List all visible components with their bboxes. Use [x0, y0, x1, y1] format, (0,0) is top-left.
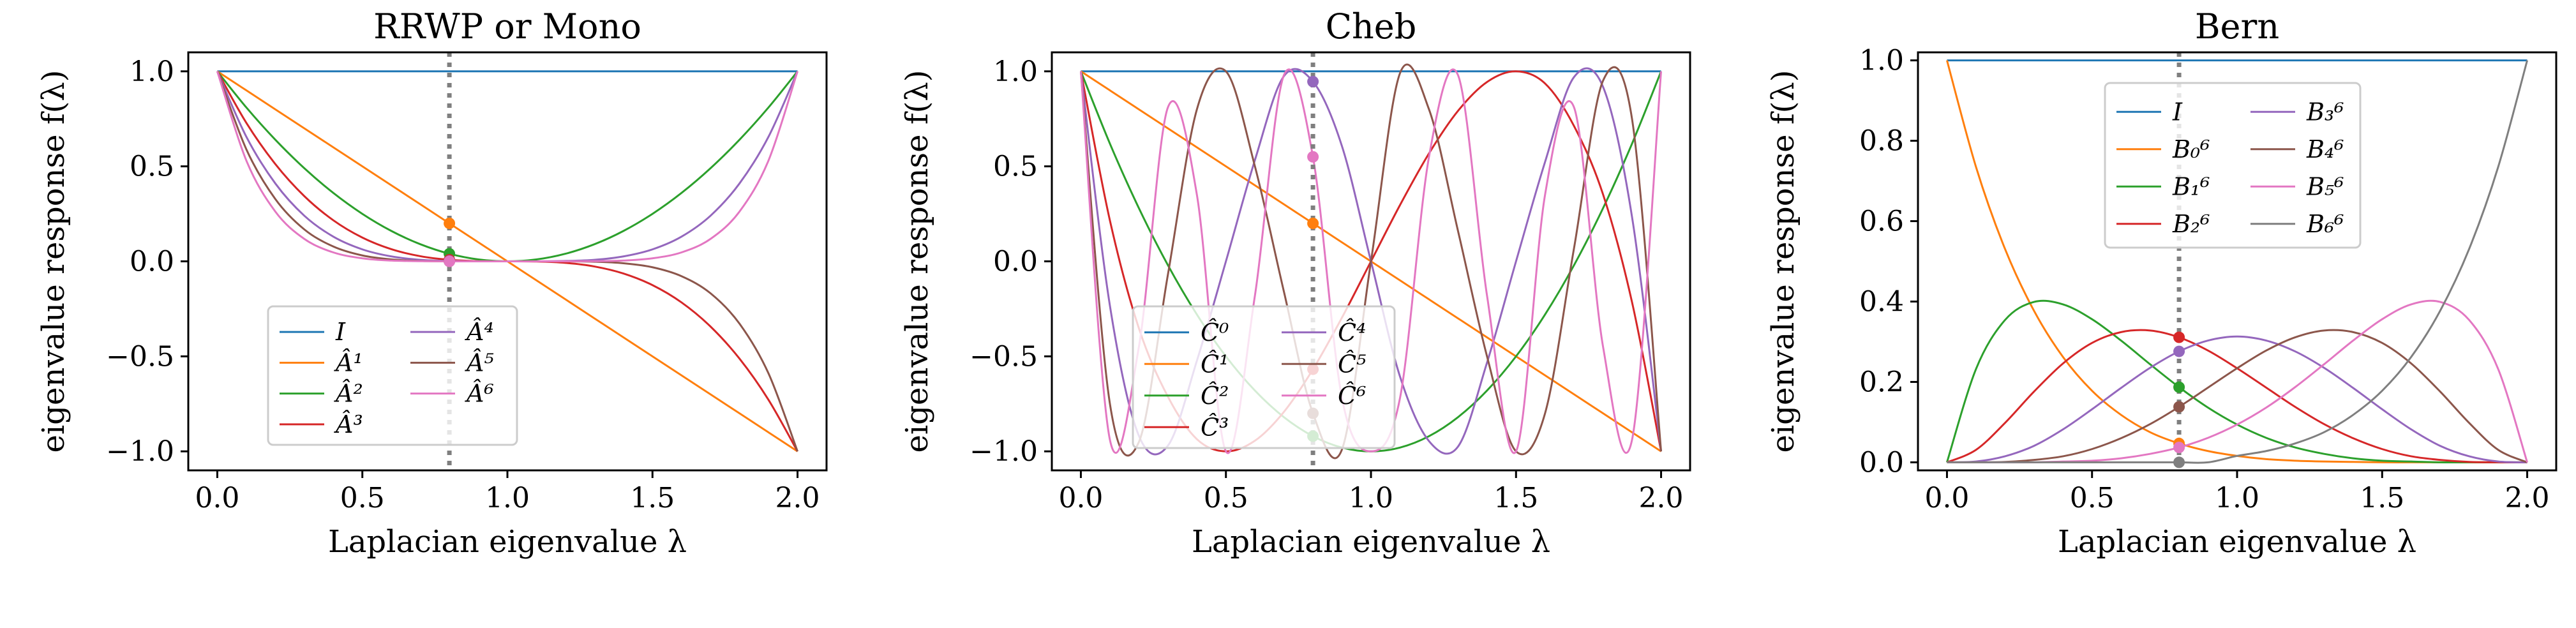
series-line-5 [1947, 335, 2527, 463]
legend-label: B₃⁶ [2306, 98, 2344, 126]
x-tick-label: 2.0 [775, 482, 820, 514]
series-line-6 [1947, 329, 2528, 463]
legend-label: B₂⁶ [2172, 210, 2210, 238]
legend-label: Â⁶ [465, 380, 494, 408]
y-axis-label: eigenvalue response f(λ) [36, 70, 71, 453]
y-tick-label: 1.0 [993, 56, 1038, 88]
x-tick-label: 0.0 [195, 482, 239, 514]
x-axis-label: Laplacian eigenvalue λ [1192, 524, 1550, 560]
plot-area [216, 52, 798, 470]
marker-point-2 [444, 217, 456, 229]
series-line-6 [1079, 63, 1663, 460]
series-line-4 [1946, 329, 2527, 463]
x-tick-label: 0.0 [1058, 482, 1103, 514]
x-tick-label: 1.0 [2215, 482, 2259, 514]
y-tick-label: −0.5 [970, 340, 1038, 373]
legend-label: Â⁵ [465, 348, 494, 377]
legend: I B₀⁶ B₁⁶ B₂⁶ B₃⁶ B₄⁶ B₅⁶ B₆⁶ [2104, 82, 2362, 249]
series-line-7 [216, 71, 798, 263]
series-line-3 [216, 70, 798, 262]
legend-label: Â¹ [334, 348, 363, 377]
legend-label: B₆⁶ [2306, 210, 2344, 238]
y-tick-label: 0.0 [130, 246, 174, 278]
legend-label: Â² [334, 380, 363, 408]
legend-label: I [2172, 98, 2183, 126]
legend-label: B₀⁶ [2172, 135, 2210, 163]
marker-point-7 [2173, 442, 2185, 454]
marker-point-3 [2173, 381, 2185, 393]
x-axis-label: Laplacian eigenvalue λ [328, 524, 687, 560]
x-tick-label: 2.0 [2505, 482, 2550, 514]
x-tick-label: 0.5 [1204, 482, 1248, 514]
legend-label: Ĉ⁴ [1338, 318, 1366, 347]
marker-point-8 [2173, 456, 2185, 468]
x-tick-label: 1.0 [485, 482, 530, 514]
marker-point-2 [1307, 217, 1319, 229]
x-tick-label: 1.0 [1349, 482, 1393, 514]
y-axis-label: eigenvalue response f(λ) [1765, 70, 1801, 453]
legend-label: Ĉ² [1201, 382, 1229, 410]
chart-panel-3: Bern I B₀⁶ B₁⁶ B₂⁶ B₃⁶ B₄⁶ B₅⁶ B₆⁶ 0.0 0.5 1.0 1.5 2.… [1765, 6, 2557, 560]
y-tick-label: 0.2 [1859, 366, 1904, 398]
y-tick-label: 0.5 [130, 151, 174, 183]
panel-title: Cheb [1326, 6, 1417, 47]
marker-point-6 [2173, 401, 2185, 413]
x-tick-label: 1.5 [630, 482, 675, 514]
marker-point-5 [1307, 75, 1319, 87]
x-tick-label: 2.0 [1639, 482, 1684, 514]
y-tick-label: −0.5 [106, 340, 174, 373]
x-tick-label: 0.0 [1924, 482, 1969, 514]
legend-label: Ĉ⁵ [1338, 350, 1366, 378]
y-tick-label: 0.8 [1859, 125, 1904, 158]
legend-label: I [335, 318, 346, 346]
y-axis-label: eigenvalue response f(λ) [899, 70, 935, 453]
legend-label: Ĉ⁶ [1338, 382, 1366, 410]
legend-label: B₅⁶ [2306, 172, 2344, 200]
y-tick-label: −1.0 [970, 435, 1038, 468]
legend-label: Â⁴ [465, 318, 494, 346]
legend-label: B₁⁶ [2172, 172, 2210, 200]
series-line-7 [1947, 299, 2528, 463]
x-tick-label: 1.5 [2360, 482, 2404, 514]
series-line-5 [216, 71, 798, 263]
x-axis-label: Laplacian eigenvalue λ [2058, 524, 2416, 560]
y-tick-label: 1.0 [130, 56, 174, 88]
legend-label: Ĉ⁰ [1201, 318, 1229, 347]
y-tick-label: 0.6 [1859, 206, 1904, 238]
panel-title: Bern [2195, 6, 2279, 47]
marker-point-4 [2173, 331, 2185, 343]
y-tick-label: 0.0 [993, 246, 1038, 278]
legend-label: Â³ [334, 410, 363, 438]
x-tick-label: 0.5 [2070, 482, 2115, 514]
y-tick-label: 0.0 [1859, 446, 1904, 479]
plot-area [1946, 52, 2528, 470]
marker-point-7 [1307, 151, 1319, 163]
y-tick-label: −1.0 [106, 435, 174, 468]
series-line-3 [1946, 299, 2527, 463]
marker-point-7 [444, 255, 456, 267]
legend: Ĉ⁰ Ĉ¹ Ĉ² Ĉ³ Ĉ⁴ Ĉ⁵ Ĉ⁶ [1132, 305, 1396, 449]
y-tick-label: 0.4 [1859, 285, 1904, 318]
panel-title: RRWP or Mono [373, 6, 641, 47]
legend-label: Ĉ³ [1201, 413, 1229, 441]
series-line-8 [1947, 60, 2528, 464]
x-tick-label: 0.5 [340, 482, 385, 514]
legend-label: B₄⁶ [2306, 135, 2344, 163]
legend-label: Ĉ¹ [1201, 350, 1229, 378]
marker-point-5 [2173, 345, 2185, 357]
y-tick-label: 1.0 [1859, 45, 1904, 77]
series-line-7 [1079, 68, 1663, 454]
x-tick-label: 1.5 [1494, 482, 1538, 514]
chart-panel-2: Cheb Ĉ⁰ Ĉ¹ Ĉ² Ĉ³ Ĉ⁴ Ĉ⁵ Ĉ⁶ 0.0 0.5 1.0 1.5 2.0 −1.0 −0.… [899, 6, 1691, 560]
y-tick-label: 0.5 [993, 151, 1038, 183]
